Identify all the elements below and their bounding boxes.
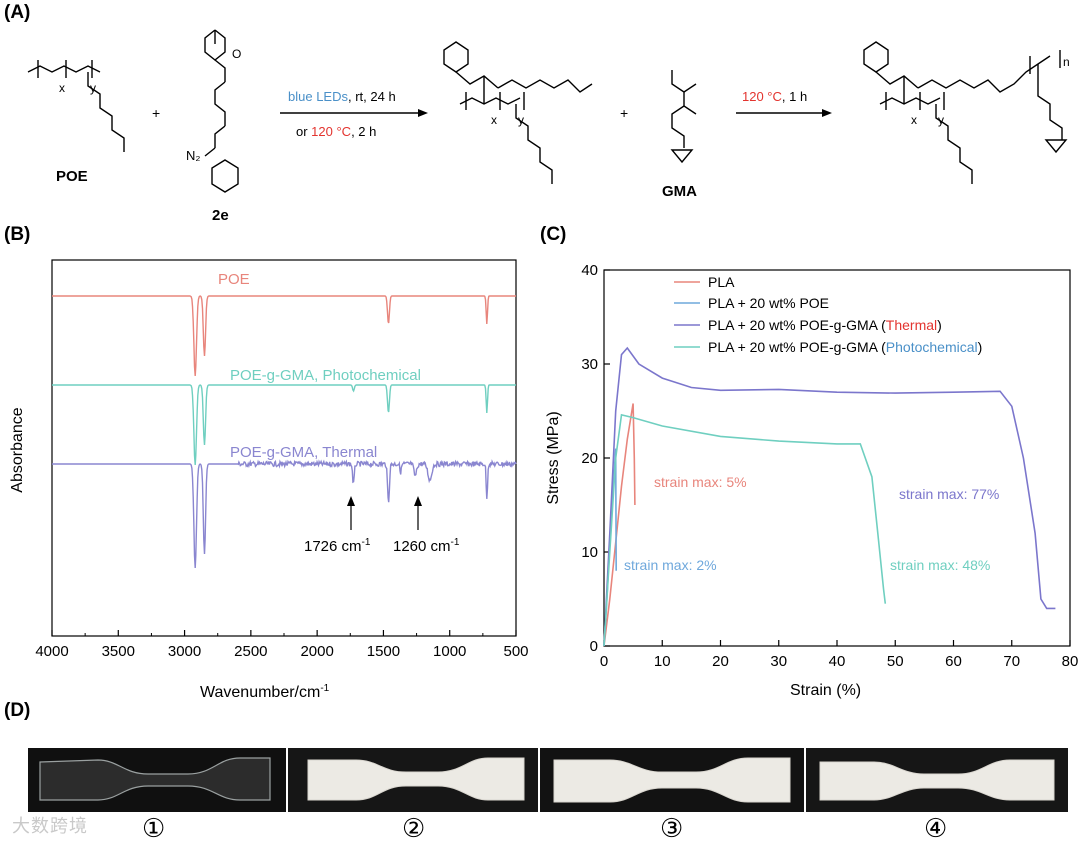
ss-xtick-label: 0 [600,653,608,670]
ss-xtick-label: 80 [1062,653,1079,670]
gma-structure [670,70,697,164]
poe-structure [27,60,125,152]
ann-photo: strain max: 48% [890,557,990,573]
ir-label-thermal: POE-g-GMA, Thermal [230,444,377,461]
ss-curve-thermal [603,346,1056,647]
poe-label: POE [56,168,88,185]
ir-xtick-label: 1000 [433,643,466,660]
compound-2e-structure [204,29,239,193]
photo-sample-3 [540,748,804,812]
ss-xtick-label: 40 [829,653,846,670]
ir-trace-poe [52,295,516,377]
panel-label-a: (A) [4,2,31,23]
ir-xtick-label: 4000 [35,643,68,660]
photo-sample-2 [288,748,538,812]
plus-1: + [152,105,160,121]
ss-ytick-label: 10 [581,544,598,561]
panel-label-b: (B) [4,224,31,245]
ir-xtick-label: 500 [503,643,528,660]
prod-sub-n: n [1063,55,1070,69]
ss-ytick-label: 0 [590,638,598,655]
legend-photo: PLA + 20 wt% POE-g-GMA (Photochemical) [708,339,982,355]
ss-ylabel: Stress (MPa) [545,411,562,504]
n2-label: N₂ [186,148,200,163]
plus-2: + [620,105,628,121]
ss-ticks: 0 10 20 30 40 50 60 70 80 0 10 20 30 40 [581,262,1078,670]
ss-xtick-label: 50 [887,653,904,670]
photo-label-4: ④ [924,814,948,844]
arrow1-line2: or 120 °C, 2 h [296,124,376,139]
photo-label-3: ③ [660,814,684,844]
stress-strain-chart: 0 10 20 30 40 50 60 70 80 0 10 20 30 40 PLA PLA + 20 … [545,262,1078,699]
ir-label-poe: POE [218,271,250,288]
ss-xtick-label: 10 [654,653,671,670]
ss-ytick-label: 30 [581,356,598,373]
ann-poe: strain max: 2% [624,557,717,573]
ir-label-photo: POE-g-GMA, Photochemical [230,367,421,384]
ss-ytick-label: 20 [581,450,598,467]
ss-xtick-label: 70 [1003,653,1020,670]
ss-xtick-label: 30 [770,653,787,670]
ann-pla: strain max: 5% [654,474,747,490]
ss-xlabel: Strain (%) [790,682,861,699]
ir-ticks: 4000 3500 3000 2500 2000 1500 1000 500 [35,630,529,660]
photo-label-1: ① [142,814,166,844]
ss-curve-photochemical [603,413,887,647]
legend-thermal: PLA + 20 wt% POE-g-GMA (Thermal) [708,317,942,333]
panel-label-d: (D) [4,700,31,721]
legend-pla-poe: PLA + 20 wt% POE [708,295,829,311]
ir-trace-photochemical [52,384,516,466]
poe-sub-y: y [90,81,96,95]
arrow1-line1: blue LEDs, rt, 24 h [288,89,396,104]
legend-pla: PLA [708,274,735,290]
photo-sample-1 [28,748,286,812]
o-1: O [232,47,241,61]
ir-spectra-chart: 4000 3500 3000 2500 2000 1500 1000 500 POE POE-… [9,259,529,701]
ss-curve-pla [603,403,636,647]
ir-xtick-label: 2000 [300,643,333,660]
photo-label-2: ② [402,814,426,844]
panel-label-c: (C) [540,224,567,245]
reaction-scheme: x y POE + O N₂ 2e blue LEDs, rt, 24 h or… [27,29,1070,224]
gma-label: GMA [662,183,697,200]
prod-sub-y: y [938,113,944,127]
ir-xtick-label: 3500 [102,643,135,660]
ir-xlabel: Wavenumber/cm-1 [200,683,330,701]
poe-sub-x: x [59,81,65,95]
ann-thermal: strain max: 77% [899,486,999,502]
ss-ytick-label: 40 [581,262,598,279]
arrow2-label: 120 °C, 1 h [742,89,807,104]
int-sub-y: y [518,113,524,127]
ir-xtick-label: 3000 [168,643,201,660]
ir-xtick-label: 2500 [234,643,267,660]
ir-ylabel: Absorbance [9,407,26,492]
watermark: 大数跨境 [12,816,88,836]
ir-peak1-label: 1726 cm-1 [304,537,371,555]
ss-legend: PLA PLA + 20 wt% POE PLA + 20 wt% POE-g-… [674,274,982,355]
ir-peak2-label: 1260 cm-1 [393,537,460,555]
intermediate-structure [443,41,593,184]
graft-product-structure [863,41,1068,184]
ss-xtick-label: 20 [712,653,729,670]
ir-trace-thermal [52,459,517,569]
photo-sample-4 [806,748,1068,812]
ir-xtick-label: 1500 [367,643,400,660]
compound-2e-label: 2e [212,207,229,224]
prod-sub-x: x [911,113,917,127]
ss-xtick-label: 60 [945,653,962,670]
int-sub-x: x [491,113,497,127]
